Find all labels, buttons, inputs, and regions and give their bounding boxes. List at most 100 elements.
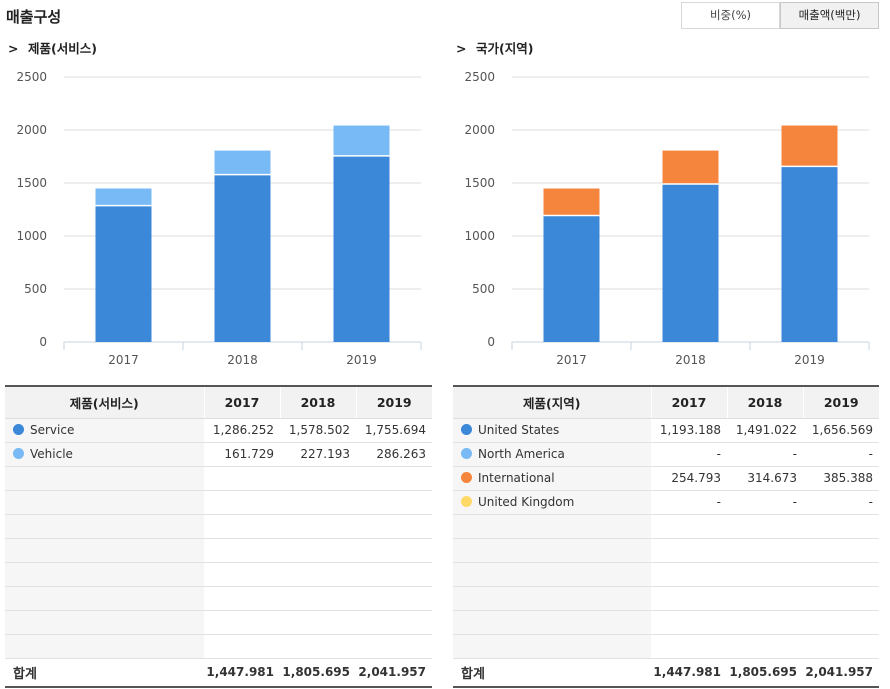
empty-row <box>5 586 432 611</box>
bar-segment <box>95 205 152 342</box>
x-tick-label: 2017 <box>108 353 139 367</box>
empty-cell <box>5 466 204 491</box>
column-header-year: 2018 <box>279 385 356 419</box>
total-row: 합계 1,447.981 1,805.695 2,041.957 <box>5 657 432 688</box>
empty-cell <box>280 634 356 659</box>
row-name: Vehicle <box>30 447 73 461</box>
row-label: Service <box>5 418 204 443</box>
empty-cell <box>356 634 432 659</box>
chevron-right-icon: > <box>456 41 467 56</box>
cell-value: - <box>727 442 803 467</box>
product-bar-chart: 0 500 1000 1500 2000 2500 2017 2018 2019 <box>16 70 422 367</box>
empty-cell <box>5 490 204 515</box>
y-tick-label: 500 <box>24 282 47 296</box>
empty-cell <box>5 634 204 659</box>
bar-segment <box>333 155 390 342</box>
cell-value: 1,755.694 <box>356 418 432 443</box>
empty-cell <box>204 586 280 611</box>
table-header-row: 제품(서비스) 2017 2018 2019 <box>5 385 432 419</box>
empty-cell <box>280 466 356 491</box>
column-header-year: 2017 <box>650 385 727 419</box>
bar-segment <box>214 174 271 342</box>
cell-value: 1,491.022 <box>727 418 803 443</box>
x-tick-label: 2017 <box>556 353 587 367</box>
row-label: United Kingdom <box>453 490 651 515</box>
cell-value: 314.673 <box>727 466 803 491</box>
row-label: North America <box>453 442 651 467</box>
y-tick-label: 1000 <box>16 229 47 243</box>
cell-value: - <box>651 442 727 467</box>
empty-cell <box>280 490 356 515</box>
y-tick-label: 2000 <box>16 123 47 137</box>
legend-dot-icon <box>13 424 24 435</box>
cell-value: 1,656.569 <box>803 418 879 443</box>
y-tick-label: 500 <box>472 282 495 296</box>
row-name: United States <box>478 423 560 437</box>
cell-value: - <box>727 490 803 515</box>
empty-row <box>5 490 432 515</box>
empty-cell <box>727 610 803 635</box>
cell-value: 161.729 <box>204 442 280 467</box>
empty-cell <box>204 490 280 515</box>
section-title-product: > 제품(서비스) <box>8 38 97 57</box>
y-tick-label: 2500 <box>464 70 495 84</box>
y-tick-label: 1500 <box>16 176 47 190</box>
empty-row <box>5 514 432 539</box>
bar-segment <box>543 215 600 342</box>
empty-cell <box>803 610 879 635</box>
legend-dot-icon <box>461 496 472 507</box>
empty-row <box>5 562 432 587</box>
table-row: United States 1,193.188 1,491.022 1,656.569 <box>453 418 879 443</box>
empty-cell <box>453 634 651 659</box>
empty-row <box>453 562 879 587</box>
empty-cell <box>651 514 727 539</box>
empty-cell <box>803 538 879 563</box>
empty-cell <box>280 610 356 635</box>
empty-cell <box>727 562 803 587</box>
legend-dot-icon <box>13 448 24 459</box>
empty-row <box>453 634 879 659</box>
empty-row <box>5 610 432 635</box>
empty-cell <box>727 514 803 539</box>
x-tick-label: 2019 <box>794 353 825 367</box>
empty-cell <box>356 514 432 539</box>
amount-toggle-button[interactable]: 매출액(백만) <box>780 2 879 29</box>
region-sales-table: 제품(지역) 2017 2018 2019 United States 1,193… <box>453 385 879 688</box>
empty-cell <box>803 514 879 539</box>
cell-value: 1,578.502 <box>280 418 356 443</box>
bar-segment <box>214 150 271 175</box>
empty-cell <box>280 586 356 611</box>
column-header-year: 2017 <box>203 385 280 419</box>
x-tick-label: 2018 <box>227 353 258 367</box>
row-name: Service <box>30 423 75 437</box>
empty-cell <box>727 634 803 659</box>
empty-cell <box>453 610 651 635</box>
cell-value: 254.793 <box>651 466 727 491</box>
empty-row <box>453 538 879 563</box>
row-label: International <box>453 466 651 491</box>
empty-cell <box>651 634 727 659</box>
legend-dot-icon <box>461 424 472 435</box>
table-row: United Kingdom - - - <box>453 490 879 515</box>
ratio-toggle-button[interactable]: 비중(%) <box>681 2 780 29</box>
empty-cell <box>727 586 803 611</box>
empty-cell <box>356 610 432 635</box>
empty-cell <box>280 538 356 563</box>
total-value: 1,447.981 <box>204 657 280 688</box>
chevron-right-icon: > <box>8 41 19 56</box>
empty-cell <box>651 562 727 587</box>
empty-cell <box>280 562 356 587</box>
empty-cell <box>356 562 432 587</box>
column-header-category: 제품(서비스) <box>5 385 204 419</box>
page-title: 매출구성 <box>6 8 62 26</box>
empty-cell <box>356 538 432 563</box>
empty-cell <box>204 538 280 563</box>
cell-value: 286.263 <box>356 442 432 467</box>
column-header-category: 제품(지역) <box>453 385 651 419</box>
empty-cell <box>453 514 651 539</box>
empty-cell <box>204 610 280 635</box>
empty-cell <box>651 610 727 635</box>
column-header-year: 2019 <box>355 385 432 419</box>
section-title-label: 국가(지역) <box>476 41 534 56</box>
total-row: 합계 1,447.981 1,805.695 2,041.957 <box>453 657 879 688</box>
